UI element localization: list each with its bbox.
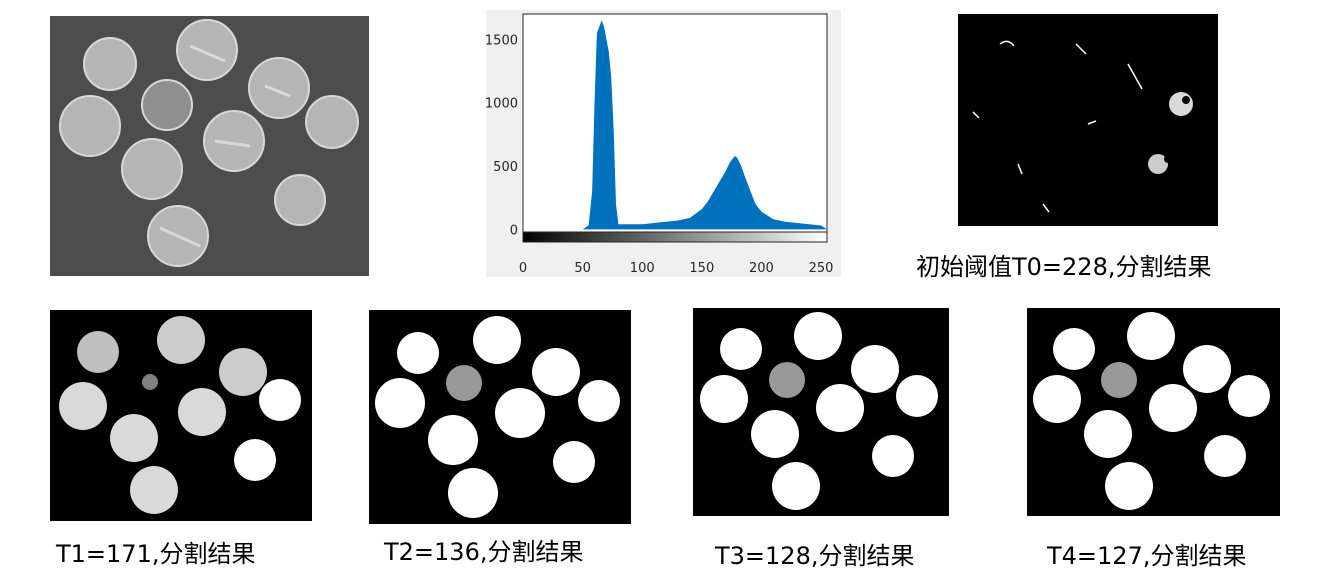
caption-t3: T3=128,分割结果 [715,542,915,570]
y-tick-label: 1000 [486,97,518,112]
x-tick-label: 200 [749,261,774,276]
plot-area [522,13,828,243]
y-tick-label: 500 [493,160,518,175]
x-tick-label: 0 [519,261,527,276]
x-tick-label: 100 [630,261,655,276]
t4-result-image [1027,308,1280,516]
caption-t1: T1=171,分割结果 [56,540,256,568]
t0-result-image [958,14,1218,226]
x-tick-label: 50 [574,261,591,276]
y-tick-label: 0 [510,223,518,238]
histogram-area [523,20,827,230]
grayscale-colorbar [522,231,828,243]
histogram-chart: 0 50 100 150 200 250 0 500 1000 1500 [486,10,841,277]
caption-t2: T2=136,分割结果 [384,538,584,566]
t2-result-image [369,310,631,524]
y-tick-label: 1500 [486,33,518,48]
x-tick-label: 150 [689,261,714,276]
t3-result-image [693,308,949,516]
t1-result-image [50,310,312,521]
caption-t4: T4=127,分割结果 [1047,542,1247,570]
x-tick-label: 250 [809,261,834,276]
caption-t0: 初始阈值T0=228,分割结果 [916,253,1212,281]
original-coins-image [50,16,369,276]
